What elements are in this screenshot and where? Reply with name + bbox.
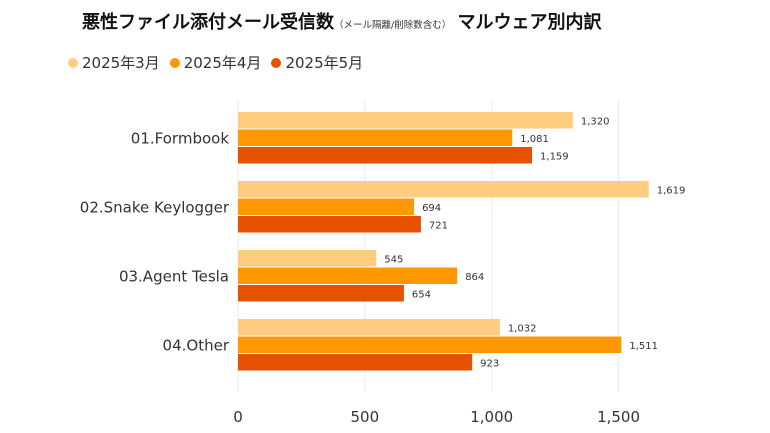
legend-label-mar: 2025年3月 [82, 54, 160, 72]
legend-swatch-apr [169, 57, 180, 68]
legend-label-may: 2025年5月 [285, 54, 364, 72]
chart-title-tail: マルウェア別内訳 [457, 12, 602, 33]
value-label-3-2: 923 [480, 358, 499, 369]
legend-swatch-mar [68, 57, 78, 68]
category-label-1: 02.Snake Keylogger [80, 198, 230, 216]
category-label-0: 01.Formbook [131, 129, 230, 147]
bar-1-1 [238, 198, 415, 215]
value-label-3-0: 1,032 [508, 323, 537, 334]
legend-item-apr: 2025年4月 [169, 52, 262, 73]
bar-3-0 [238, 319, 500, 336]
value-label-1-1: 694 [422, 203, 441, 214]
chart-title-main: 悪性ファイル添付メール受信数 [82, 12, 334, 33]
value-label-0-0: 1,320 [581, 116, 610, 127]
x-tick-label-2: 1,000 [470, 408, 513, 426]
bar-0-1 [238, 129, 513, 146]
bar-1-0 [238, 181, 649, 198]
bar-2-0 [238, 250, 377, 267]
bar-0-0 [238, 112, 573, 129]
bar-0-2 [238, 147, 533, 164]
value-label-2-2: 654 [412, 289, 431, 300]
bar-3-1 [238, 336, 622, 353]
value-label-0-1: 1,081 [520, 134, 549, 145]
value-label-2-0: 545 [384, 254, 403, 265]
chart-title: 悪性ファイル添付メール受信数（メール隔離/削除数含む） マルウェア別内訳 [82, 8, 601, 34]
bar-2-2 [238, 285, 404, 302]
legend-label-apr: 2025年4月 [183, 54, 262, 72]
x-tick-label-0: 0 [233, 408, 243, 426]
value-label-1-2: 721 [429, 220, 448, 231]
x-tick-label-1: 500 [351, 408, 380, 426]
legend: 2025年3月 2025年4月 2025年5月 [68, 52, 363, 73]
legend-item-may: 2025年5月 [271, 52, 363, 73]
value-label-2-1: 864 [465, 272, 484, 283]
chart-title-sub: （メール隔離/削除数含む） [334, 20, 452, 31]
category-label-3: 04.Other [163, 336, 230, 354]
bar-2-1 [238, 267, 458, 284]
legend-swatch-may [271, 57, 282, 68]
value-label-3-1: 1,511 [629, 341, 658, 352]
category-label-2: 03.Agent Tesla [119, 267, 229, 285]
value-label-0-2: 1,159 [540, 151, 569, 162]
bar-1-2 [238, 216, 421, 233]
x-tick-label-3: 1,500 [597, 408, 640, 426]
legend-item-mar: 2025年3月 [68, 52, 160, 73]
value-label-1-0: 1,619 [657, 185, 686, 196]
bar-3-2 [238, 354, 473, 371]
